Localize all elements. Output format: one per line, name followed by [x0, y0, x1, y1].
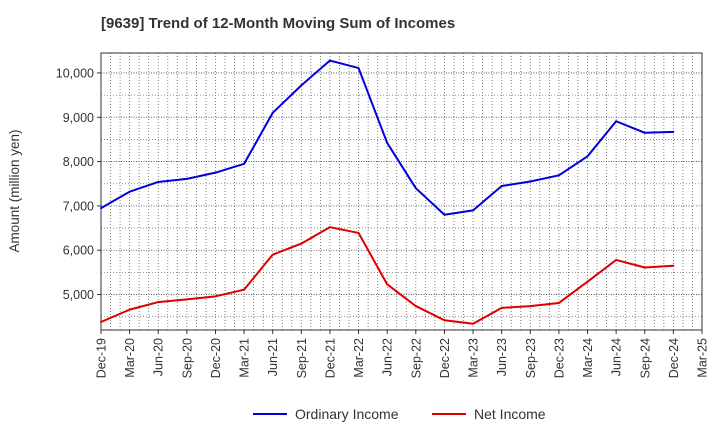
x-tick-label: Dec-24 — [667, 338, 681, 378]
x-tick-label: Dec-20 — [209, 338, 223, 378]
x-tick-label: Dec-19 — [95, 338, 109, 378]
ordinary-income-point — [500, 184, 503, 187]
ordinary-income-point — [157, 180, 160, 183]
net-income-point — [271, 253, 274, 256]
ordinary-income-point — [557, 174, 560, 177]
ordinary-income-point — [386, 141, 389, 144]
plot-frame — [100, 52, 703, 331]
ordinary-income-point — [586, 155, 589, 158]
x-tick-label: Dec-22 — [438, 338, 452, 378]
y-tick-label: 7,000 — [63, 199, 94, 213]
net-income-point — [128, 308, 131, 311]
ordinary-income-point — [443, 213, 446, 216]
ordinary-income-point — [357, 67, 360, 70]
legend: Ordinary Income Net Income — [253, 406, 546, 422]
y-axis-title: Amount (million yen) — [7, 129, 22, 252]
x-tick-label: Mar-25 — [696, 338, 710, 378]
net-income-point — [557, 301, 560, 304]
x-tick-label: Sep-23 — [524, 338, 538, 378]
x-tick-label: Mar-22 — [352, 338, 366, 378]
net-income-point — [672, 264, 675, 267]
ordinary-income-point — [472, 209, 475, 212]
net-income-point — [443, 319, 446, 322]
ordinary-income-point — [672, 130, 675, 133]
y-tick-label: 5,000 — [63, 288, 94, 302]
net-income-point — [472, 322, 475, 325]
net-income-point — [500, 306, 503, 309]
series-lines — [100, 59, 675, 325]
net-income-point — [100, 321, 102, 324]
net-income-point — [357, 231, 360, 234]
net-income-point — [243, 288, 246, 291]
net-income-point — [157, 301, 160, 304]
x-tick-label: Jun-20 — [152, 338, 166, 376]
y-tick-label: 10,000 — [56, 66, 94, 80]
net-income-point — [386, 283, 389, 286]
x-tick-label: Mar-23 — [467, 338, 481, 378]
ordinary-income-point — [100, 207, 102, 210]
y-tick-label: 6,000 — [63, 244, 94, 258]
x-tick-label: Sep-20 — [180, 338, 194, 378]
net-income-point — [214, 295, 217, 298]
y-tick-label: 8,000 — [63, 155, 94, 169]
ordinary-income-point — [414, 187, 417, 190]
x-tick-label: Sep-24 — [638, 338, 652, 378]
ordinary-income-point — [214, 171, 217, 174]
ordinary-income-point — [643, 131, 646, 134]
net-income-point — [586, 280, 589, 283]
net-income-point — [414, 305, 417, 308]
ordinary-income-point — [243, 162, 246, 165]
ordinary-income-point — [300, 84, 303, 87]
ordinary-income-point — [615, 120, 618, 123]
y-axis: 5,000 6,000 7,000 8,000 9,000 10,000 — [56, 66, 101, 302]
plot-area — [101, 53, 702, 330]
chart-title: [9639] Trend of 12-Month Moving Sum of I… — [101, 15, 456, 32]
ordinary-income-point — [328, 59, 331, 62]
x-tick-label: Jun-22 — [381, 338, 395, 376]
ordinary-income-point — [529, 180, 532, 183]
legend-label-ordinary-income: Ordinary Income — [295, 406, 399, 422]
x-tick-label: Jun-24 — [610, 338, 624, 376]
net-income-point — [300, 242, 303, 245]
ordinary-income-point — [271, 111, 274, 114]
ordinary-income-point — [185, 177, 188, 180]
x-tick-label: Mar-24 — [581, 338, 595, 378]
y-tick-label: 9,000 — [63, 111, 94, 125]
x-tick-label: Mar-21 — [238, 338, 252, 378]
legend-label-net-income: Net Income — [474, 406, 546, 422]
x-tick-label: Sep-22 — [409, 338, 423, 378]
x-tick-label: Mar-20 — [123, 338, 137, 378]
x-tick-label: Sep-21 — [295, 338, 309, 378]
net-income-point — [643, 266, 646, 269]
x-tick-label: Dec-21 — [323, 338, 337, 378]
x-axis: Dec-19 Mar-20 Jun-20 Sep-20 Dec-20 Mar-21 Jun-… — [95, 330, 710, 378]
ordinary-income-point — [128, 190, 131, 193]
x-tick-label: Jun-23 — [495, 338, 509, 376]
x-tick-label: Dec-23 — [552, 338, 566, 378]
vertical-gridlines — [110, 53, 693, 330]
net-income-point — [185, 298, 188, 301]
net-income-point — [328, 226, 331, 229]
x-tick-label: Jun-21 — [266, 338, 280, 376]
net-income-point — [615, 258, 618, 261]
net-income-point — [529, 305, 532, 308]
